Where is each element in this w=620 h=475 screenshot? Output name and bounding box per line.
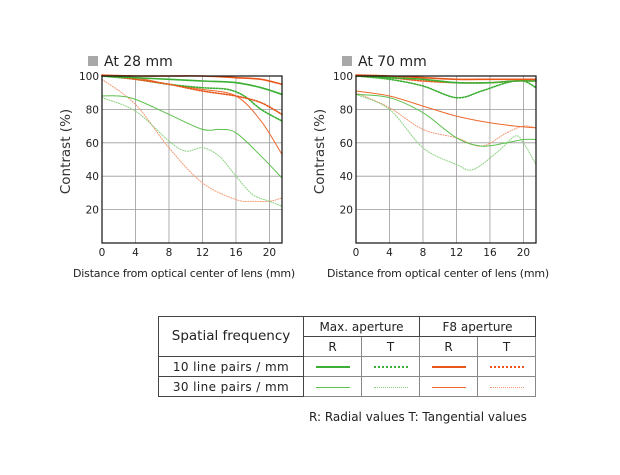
f8-r-header: R [419, 336, 478, 357]
plot-frame [101, 75, 283, 244]
y-tick-label: 20 [86, 205, 99, 217]
y-tick-label: 100 [79, 71, 99, 83]
series-line-f8-t-30 [101, 78, 283, 203]
swatch-max-r-30 [315, 386, 350, 388]
title-marker-icon [88, 56, 98, 66]
series-line-f8-t-10 [101, 74, 283, 116]
max-aperture-header: Max. aperture [303, 316, 420, 337]
series-line-max-r-10 [355, 75, 537, 84]
x-tick-label: 16 [483, 247, 497, 259]
x-axis-label: Distance from optical center of lens (mm… [73, 267, 295, 280]
x-tick-label: 0 [353, 247, 360, 259]
y-tick-label: 100 [333, 71, 353, 83]
legend-row-label: 30 line pairs / mm [158, 376, 304, 397]
swatch-f8-t-10 [489, 366, 524, 368]
legend-footnote: R: Radial values T: Tangential values [309, 410, 527, 424]
legend-row-30lp: 30 line pairs / mm [158, 376, 536, 397]
max-t-header: T [361, 336, 420, 357]
swatch-f8-t-30 [489, 386, 524, 388]
x-tick-label: 0 [99, 247, 106, 259]
chart-2: At 70 mm 0 4 8 12 16 20 20 40 60 80 100 Contrast (%)… [312, 54, 549, 280]
series-line-f8-t-30 [355, 92, 537, 147]
y-tick-label: 80 [340, 104, 353, 116]
f8-t-header: T [477, 336, 536, 357]
max-r-header: R [303, 336, 362, 357]
legend-row-10lp: 10 line pairs / mm [158, 356, 536, 377]
y-axis-label: Contrast (%) [312, 109, 328, 194]
x-tick-label: 20 [263, 247, 276, 259]
series-line-max-t-30 [101, 97, 283, 207]
x-tick-label: 4 [132, 247, 139, 259]
y-tick-label: 40 [340, 171, 353, 183]
x-tick-label: 12 [196, 247, 209, 259]
chart-title: At 28 mm [104, 54, 173, 70]
series-line-max-r-30 [355, 93, 537, 147]
spatial-frequency-header: Spatial frequency [158, 316, 304, 357]
legend-table: Spatial frequency Max. aperture F8 apert… [158, 316, 536, 397]
x-tick-label: 12 [450, 247, 463, 259]
plot-frame [355, 75, 537, 244]
y-tick-label: 80 [86, 104, 99, 116]
f8-aperture-header: F8 aperture [419, 316, 536, 337]
legend-row-label: 10 line pairs / mm [158, 356, 304, 377]
y-tick-label: 60 [86, 138, 99, 150]
swatch-max-t-10 [373, 366, 408, 368]
x-tick-label: 8 [420, 247, 427, 259]
series-line-max-r-10 [101, 75, 283, 96]
chart-1: At 28 mm 0 4 8 12 16 20 20 40 60 80 100 Contrast (%)… [58, 54, 295, 280]
x-axis-label: Distance from optical center of lens (mm… [327, 267, 549, 280]
x-tick-label: 8 [166, 247, 173, 259]
swatch-f8-r-10 [431, 366, 466, 368]
x-tick-label: 20 [517, 247, 530, 259]
series-line-f8-r-30 [355, 90, 537, 129]
series-line-max-r-30 [101, 95, 283, 179]
x-tick-label: 4 [386, 247, 393, 259]
swatch-f8-r-30 [431, 386, 466, 388]
y-tick-label: 40 [86, 171, 99, 183]
chart-title: At 70 mm [358, 54, 427, 70]
x-tick-label: 16 [229, 247, 243, 259]
title-marker-icon [342, 56, 352, 66]
y-tick-label: 60 [340, 138, 353, 150]
y-tick-label: 20 [340, 205, 353, 217]
swatch-max-t-30 [373, 386, 408, 388]
series-line-max-t-30 [355, 93, 537, 171]
swatch-max-r-10 [315, 366, 350, 368]
y-axis-label: Contrast (%) [58, 109, 74, 194]
